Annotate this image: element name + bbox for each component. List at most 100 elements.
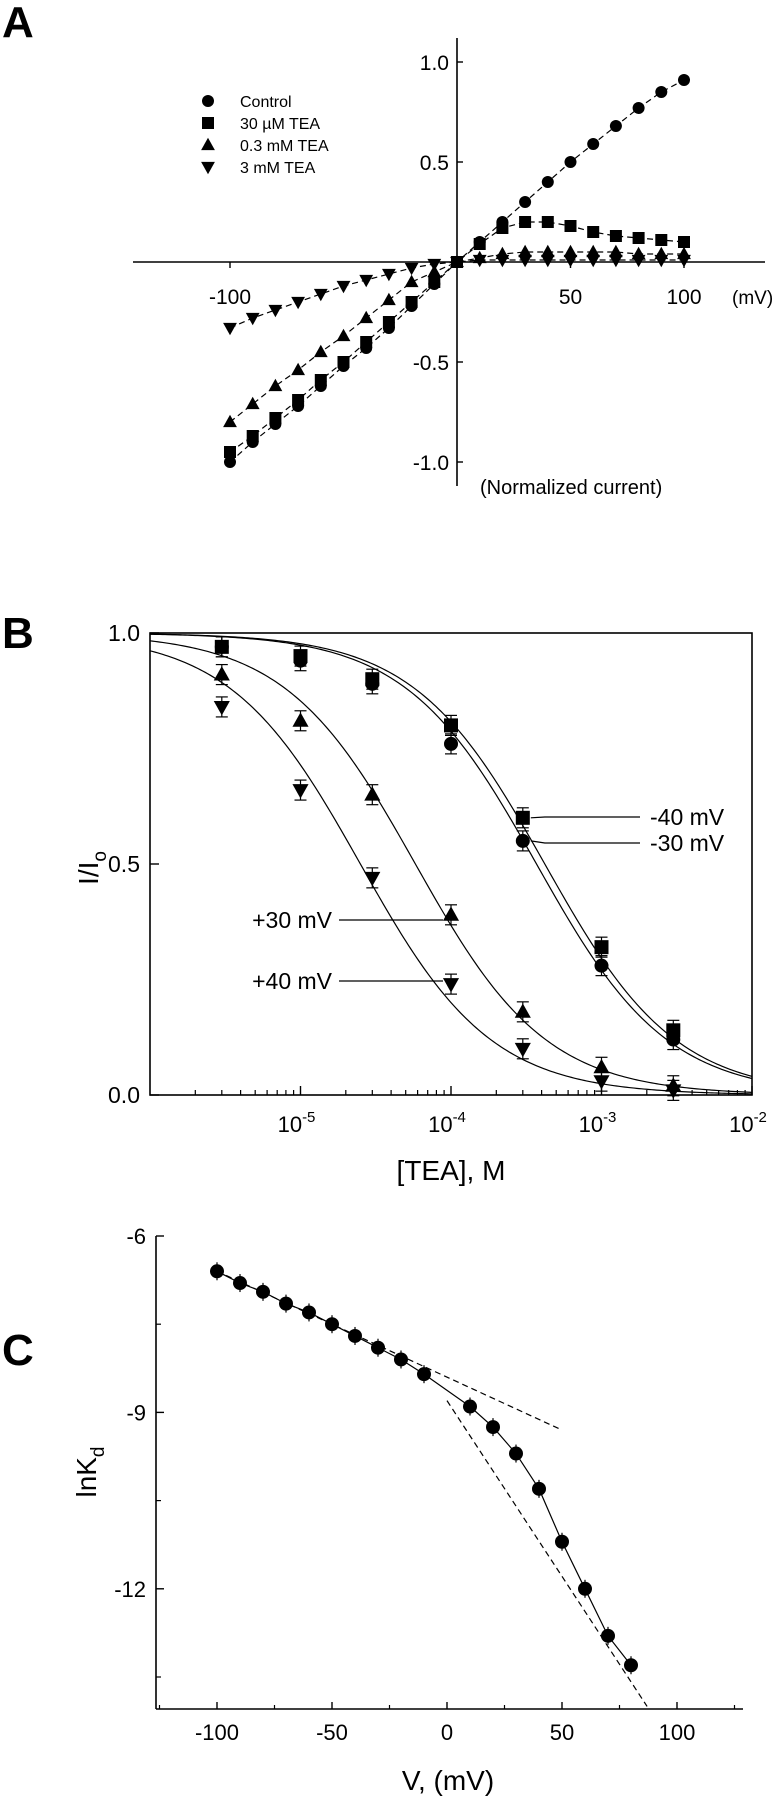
panel-a-point-square [428, 276, 441, 288]
panel-a-y-tick-label: -1.0 [413, 452, 449, 475]
panel-c-y-label: lnKd [71, 1446, 109, 1497]
panel-b-point-square [594, 940, 609, 955]
panel-c-fit-line-path [216, 1270, 632, 1666]
panel-a-y-tick-label: 0.5 [420, 152, 449, 175]
panel-b-series-label: -30 mV [650, 830, 725, 856]
panel-a-legend: Control 30 µM TEA 0.3 mM TEA 3 mM TEA [201, 94, 329, 177]
panel-a-point-circle [224, 456, 236, 468]
panel-c-point-circle [394, 1352, 408, 1367]
panel-c-y-label-sub: d [88, 1446, 109, 1457]
panel-a-point-triangle-up [313, 344, 328, 358]
panel-a-point-square [678, 236, 690, 248]
panel-a-point-triangle-down [245, 312, 260, 326]
panel-a-point-triangle-down [450, 256, 464, 270]
panel-a-legend-marker [201, 161, 215, 175]
panel-c-y-tick-label: -9 [126, 1400, 146, 1425]
panel-b-series-label: +40 mV [252, 968, 333, 994]
panel-a-series-line [229, 251, 684, 423]
panel-a-point-square [655, 234, 668, 246]
panel-a-point-triangle-down [404, 262, 419, 276]
panel-label-a: A [2, 0, 34, 47]
panel-b-point-circle [214, 639, 229, 654]
panel-b-y-label-sub: o [90, 851, 111, 862]
panel-b-point-triangle-down [364, 871, 381, 887]
panel-a-point-triangle-up [336, 328, 351, 342]
panel-c-y-tick-label: -6 [126, 1224, 146, 1249]
panel-a-series-line [229, 221, 685, 453]
panel-b-x-tick-exponent: -4 [453, 1109, 466, 1126]
panel-a-point-triangle-up [404, 274, 419, 288]
panel-b-point-triangle-up [442, 906, 460, 921]
panel-c-x-tick-label: 50 [550, 1720, 574, 1745]
panel-a-series-line [229, 259, 684, 329]
panel-a-point-triangle-down [268, 304, 283, 318]
panel-a-x-label: (mV) [732, 288, 773, 309]
panel-c-point-circle [210, 1264, 224, 1279]
panel-b-x-tick-exponent: -5 [302, 1109, 315, 1126]
panel-a-legend-label: 0.3 mM TEA [240, 138, 329, 155]
panel-b-x-label: [TEA], M [397, 1155, 506, 1186]
panel-c-point-circle [624, 1658, 638, 1673]
panel-a-point-triangle-up [518, 244, 532, 258]
panel-b-fit-curve [149, 650, 753, 1095]
panel-b-x-tick-label: 10-3 [579, 1109, 617, 1137]
panel-a-point-triangle-down [563, 254, 578, 268]
panel-b-point-triangle-up [593, 1058, 610, 1074]
panel-b-x-tick-exponent: -2 [754, 1109, 767, 1126]
panel-b-point-triangle-down [213, 700, 230, 716]
panel-a-point-triangle-down [540, 254, 555, 268]
panel-a-point-triangle-down [313, 288, 328, 302]
panel-b-point-circle [293, 653, 308, 668]
panel-a-point-square [269, 412, 282, 424]
panel-b-x-tick-base: 10 [428, 1112, 452, 1137]
panel-b-series-labels: -40 mV-30 mV +30 mV +40 mV [252, 804, 725, 994]
panel-b-x-tick-exponent: -3 [603, 1109, 616, 1126]
panel-c-x-tick-label: 100 [659, 1720, 696, 1745]
panel-b-point-triangle-down [514, 1042, 531, 1058]
panel-b-label-leader [530, 840, 640, 844]
panel-a-point-triangle-up [291, 362, 305, 376]
panel-b-x-tick-base: 10 [729, 1112, 753, 1137]
panel-a-ticks: -100 50 100 1.0 0.5 -0.5 -1.0 [209, 52, 702, 475]
panel-c-point-circle [417, 1367, 431, 1382]
panel-b-fit-curve [149, 633, 753, 1080]
panel-a-point-square [609, 230, 622, 242]
panel-b-series-label: -40 mV [650, 804, 725, 830]
panel-b-point-triangle-up [213, 666, 230, 681]
panel-label-c: C [2, 1326, 34, 1375]
panel-c-point-circle [348, 1328, 362, 1343]
panel-a-point-triangle-down [223, 322, 237, 336]
panel-a-point-square [405, 296, 418, 308]
panel-a-point-circle [678, 74, 690, 86]
panel-c-point-circle [233, 1276, 247, 1291]
panel-b-point-triangle-up [514, 1003, 531, 1018]
panel-c-dashed-asymptote [446, 1400, 648, 1707]
panel-a-point-square [337, 356, 350, 368]
panel-a-data-points [223, 74, 691, 468]
panel-c: C -100 -50 0 50 100 -6 -9 -12 V, (mV) lnKd [2, 1224, 743, 1796]
panel-c-point-circle [509, 1446, 523, 1461]
panel-a-point-square [564, 220, 577, 232]
panel-b-x-tick-base: 10 [278, 1112, 302, 1137]
panel-b-x-tick-label: 10-2 [729, 1109, 767, 1137]
panel-a-x-tick-label: -100 [209, 286, 251, 309]
panel-a-point-triangle-up [245, 396, 260, 410]
panel-b-ticks: 0.00.51.010-5 10-4 10-3 10-2 [108, 620, 767, 1137]
panel-b-point-square [515, 810, 530, 825]
panel-a-point-triangle-down [654, 254, 669, 268]
panel-c-x-tick-label: -50 [316, 1720, 348, 1745]
panel-a-x-tick-label: 50 [559, 286, 582, 309]
panel-a-point-triangle-up [382, 292, 396, 306]
panel-b-point-circle [515, 833, 530, 848]
panel-a-legend-marker [202, 95, 214, 107]
panel-a-point-triangle-up [359, 310, 374, 324]
panel-a-point-square [246, 430, 259, 442]
panel-c-y-label-main: lnK [71, 1457, 102, 1498]
panel-b-data-points [213, 636, 682, 1101]
panel-a-legend-marker [202, 117, 214, 129]
panel-b-y-tick-label: 0.0 [108, 1082, 140, 1108]
panel-b-plot-frame [149, 632, 753, 1096]
panel-b-point-triangle-down [593, 1075, 610, 1090]
panel-a-point-triangle-down [677, 254, 691, 268]
panel-b-point-triangle-up [292, 712, 309, 727]
